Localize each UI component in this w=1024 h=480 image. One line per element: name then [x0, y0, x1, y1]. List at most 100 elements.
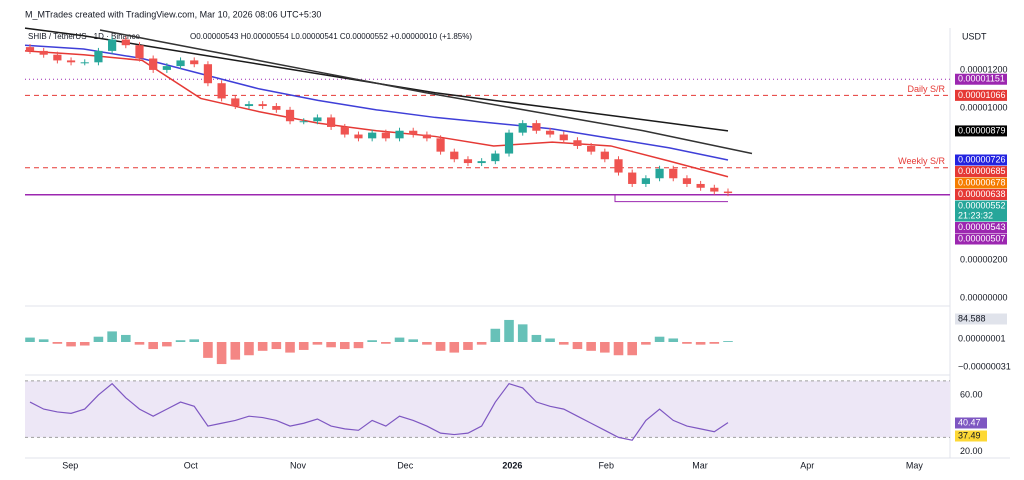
- macd-bar: [93, 336, 104, 342]
- macd-bar: [148, 342, 158, 350]
- rsi-label-box: [955, 430, 987, 442]
- macd-bar: [668, 338, 679, 342]
- candle: [628, 172, 637, 184]
- macd-bar: [709, 342, 720, 344]
- macd-bar: [586, 342, 596, 351]
- macd-bar: [285, 342, 295, 353]
- candle: [272, 106, 281, 110]
- macd-bar: [682, 342, 692, 344]
- macd-bar: [257, 342, 268, 351]
- price-label-box: [955, 177, 1007, 189]
- macd-bar: [203, 342, 213, 358]
- macd-bar: [175, 340, 186, 342]
- macd-bar: [572, 342, 583, 350]
- time-label: Dec: [397, 460, 414, 470]
- time-label: 2026: [502, 460, 522, 470]
- macd-label-box: [955, 361, 1007, 373]
- candle: [162, 66, 171, 70]
- symbol: SHIB / TetherUS · 1D · Binance: [28, 32, 140, 41]
- macd-bar: [66, 342, 76, 347]
- macd-bar: [339, 342, 350, 350]
- candle: [258, 104, 267, 107]
- rsi-tick-label: 20.00: [960, 446, 983, 456]
- macd-label: −0.00000031: [958, 361, 1011, 371]
- candle: [176, 60, 185, 67]
- candle: [655, 168, 664, 179]
- price-tick-label: 0.00001000: [960, 102, 1008, 112]
- rsi-label-box: [955, 417, 987, 429]
- macd-bar: [449, 342, 460, 353]
- rsi-tick-label: 60.00: [960, 389, 983, 399]
- candle: [682, 178, 692, 184]
- candle: [340, 126, 349, 135]
- candle: [80, 62, 89, 64]
- ohlc: O0.00000543 H0.00000554 L0.00000541 C0.0…: [190, 32, 472, 41]
- macd-bar: [517, 324, 528, 342]
- candle: [108, 39, 117, 51]
- rsi-label: 40.47: [958, 417, 981, 427]
- time-label: Mar: [692, 460, 708, 470]
- macd-bar: [422, 342, 432, 345]
- time-label: May: [906, 460, 924, 470]
- candle: [66, 60, 76, 63]
- candle: [39, 50, 48, 55]
- candle: [190, 60, 199, 65]
- candle: [450, 151, 459, 160]
- macd-bar: [695, 342, 706, 345]
- candle: [299, 121, 308, 123]
- macd-bar: [627, 342, 637, 356]
- price-label: 0.00000678: [958, 177, 1006, 187]
- price-label: 0.00000879: [958, 125, 1006, 135]
- candle: [477, 161, 486, 164]
- candle: [313, 117, 322, 122]
- moving-average: [24, 44, 729, 161]
- price-label-box: [955, 189, 1007, 201]
- macd-bar: [641, 342, 651, 345]
- macd-bar: [531, 334, 542, 342]
- candle: [669, 168, 678, 179]
- candle: [600, 151, 609, 160]
- price-label: 0.00000543: [958, 222, 1006, 232]
- currency: USDT: [962, 31, 987, 41]
- macd-bar: [107, 331, 117, 342]
- candle: [53, 54, 62, 61]
- macd-bar: [613, 342, 624, 356]
- candle: [463, 159, 473, 164]
- candle: [121, 39, 130, 46]
- candle: [217, 83, 226, 99]
- macd-bar: [271, 342, 282, 350]
- macd-bar: [326, 342, 336, 348]
- macd-bar: [162, 342, 172, 347]
- macd-bar: [38, 339, 49, 342]
- price-label-box: [955, 73, 1007, 85]
- candle: [532, 123, 541, 131]
- macd-bar: [25, 337, 35, 342]
- macd-label: 0.00000001: [958, 333, 1006, 343]
- macd-bar: [312, 342, 323, 345]
- level-text: Daily S/R: [907, 84, 945, 94]
- candle: [559, 134, 568, 141]
- price-label: 0.00000552: [958, 200, 1006, 210]
- price-tick-label: 0.00001200: [960, 64, 1008, 74]
- candle: [641, 178, 650, 184]
- candle: [710, 187, 719, 192]
- price-label: 0.00000685: [958, 166, 1006, 176]
- price-label-box: [955, 222, 1007, 234]
- candle: [149, 58, 158, 70]
- macd-bar: [353, 342, 364, 349]
- time-label: Nov: [290, 460, 307, 470]
- price-label: 0.00001066: [958, 90, 1006, 100]
- level-text: Weekly S/R: [898, 156, 945, 166]
- macd-bar: [600, 342, 610, 353]
- candle: [518, 123, 527, 133]
- macd-label-box: [955, 333, 1007, 345]
- rsi-band: [25, 380, 950, 438]
- candle: [135, 45, 144, 59]
- macd-bar: [244, 342, 254, 356]
- candle: [573, 140, 582, 146]
- macd-bar: [408, 339, 419, 342]
- candle: [244, 104, 254, 107]
- macd-bar: [121, 334, 131, 342]
- candle: [436, 138, 445, 152]
